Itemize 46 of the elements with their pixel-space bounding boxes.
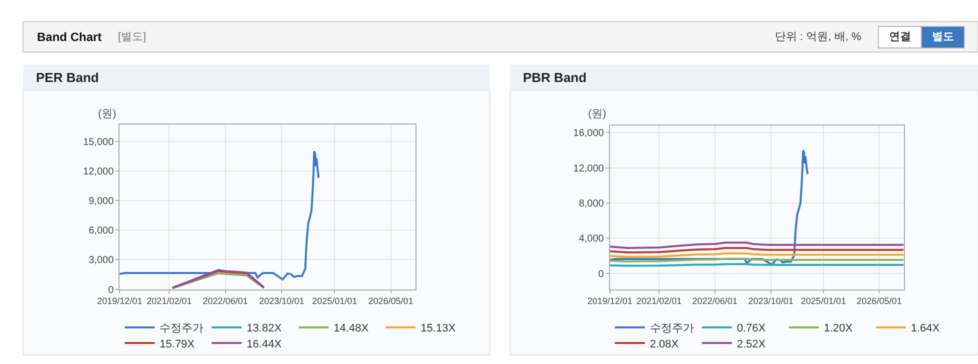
legend-label: 0.76X bbox=[736, 322, 766, 335]
text: 단위 : 억원, 배, % bbox=[775, 31, 862, 43]
x-tick-label: 2023/10/01 bbox=[259, 296, 304, 306]
legend-label: 2.52X bbox=[736, 338, 766, 350]
text: 연결 bbox=[889, 31, 911, 43]
legend-label: 14.48X bbox=[334, 322, 370, 335]
x-tick-label: 2025/01/01 bbox=[312, 296, 358, 306]
x-tick-label: 2025/01/01 bbox=[800, 296, 846, 306]
legend-label: 13.82X bbox=[246, 322, 282, 335]
y-tick-label: 16,000 bbox=[573, 128, 604, 140]
x-tick-label: 2023/10/01 bbox=[748, 296, 794, 306]
legend-label: 2.08X bbox=[650, 338, 680, 350]
x-tick-label: 2021/02/01 bbox=[146, 296, 192, 306]
x-tick-label: 2026/05/01 bbox=[368, 296, 414, 306]
legend-label: 1.64X bbox=[910, 322, 940, 335]
line-series bbox=[610, 149, 809, 266]
text: [별도] bbox=[118, 31, 146, 43]
legend-label: 수정주가 bbox=[160, 322, 204, 335]
text: 별도 bbox=[932, 31, 954, 43]
legend-label: 16.44X bbox=[246, 338, 282, 350]
chart-title: PBR Band bbox=[523, 70, 587, 85]
chart-title: PER Band bbox=[36, 70, 99, 85]
x-tick-label: 2022/06/01 bbox=[202, 296, 248, 306]
y-tick-label: 6,000 bbox=[88, 226, 114, 237]
text: Band Chart bbox=[37, 30, 102, 44]
x-tick-label: 2021/02/01 bbox=[636, 296, 682, 306]
legend-label: 1.20X bbox=[824, 322, 854, 335]
x-tick-label: 2019/12/01 bbox=[97, 296, 142, 306]
y-axis-title: (원) bbox=[588, 108, 606, 120]
y-tick-label: 0 bbox=[598, 268, 604, 280]
x-tick-label: 2022/06/01 bbox=[692, 296, 738, 306]
y-tick-label: 15,000 bbox=[83, 136, 114, 148]
line-series bbox=[120, 150, 320, 280]
x-tick-label: 2026/05/01 bbox=[856, 296, 902, 306]
y-axis-title: (원) bbox=[98, 108, 116, 120]
y-tick-label: 0 bbox=[108, 284, 114, 296]
x-tick-label: 2019/12/01 bbox=[587, 296, 632, 306]
y-tick-label: 4,000 bbox=[578, 234, 604, 245]
y-tick-label: 3,000 bbox=[88, 255, 114, 266]
legend-label: 수정주가 bbox=[650, 322, 694, 335]
y-tick-label: 9,000 bbox=[88, 196, 114, 208]
y-tick-label: 12,000 bbox=[83, 166, 114, 178]
legend-label: 15.13X bbox=[420, 322, 456, 335]
y-tick-label: 12,000 bbox=[573, 163, 604, 174]
legend-label: 15.79X bbox=[160, 338, 196, 350]
y-tick-label: 8,000 bbox=[578, 198, 604, 210]
